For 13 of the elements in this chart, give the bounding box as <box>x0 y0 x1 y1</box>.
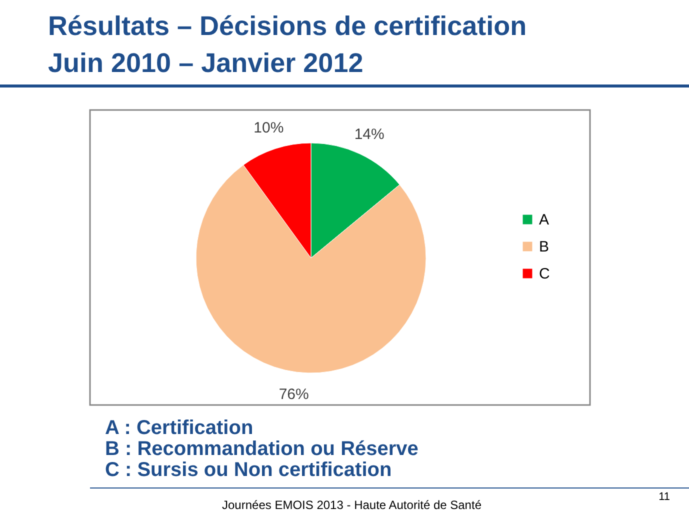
legend-label: B <box>539 238 550 256</box>
chart-title: Résultats – Décisions de certification <box>48 11 527 41</box>
data-label: 10% <box>254 120 284 137</box>
text: 11 <box>658 491 670 503</box>
text: B : Recommandation ou Réserve <box>105 438 418 460</box>
text: A : Certification <box>105 417 254 439</box>
text: C : Sursis ou Non certification <box>105 459 392 481</box>
legend-label: C <box>539 266 550 282</box>
chart-subtitle: Juin 2010 – Janvier 2012 <box>48 48 364 78</box>
legend-label: A <box>539 212 550 228</box>
text: Journées EMOIS 2013 - Haute Autorité de Santé <box>222 498 482 512</box>
data-label: 76% <box>278 386 309 403</box>
data-label: 14% <box>354 126 384 144</box>
